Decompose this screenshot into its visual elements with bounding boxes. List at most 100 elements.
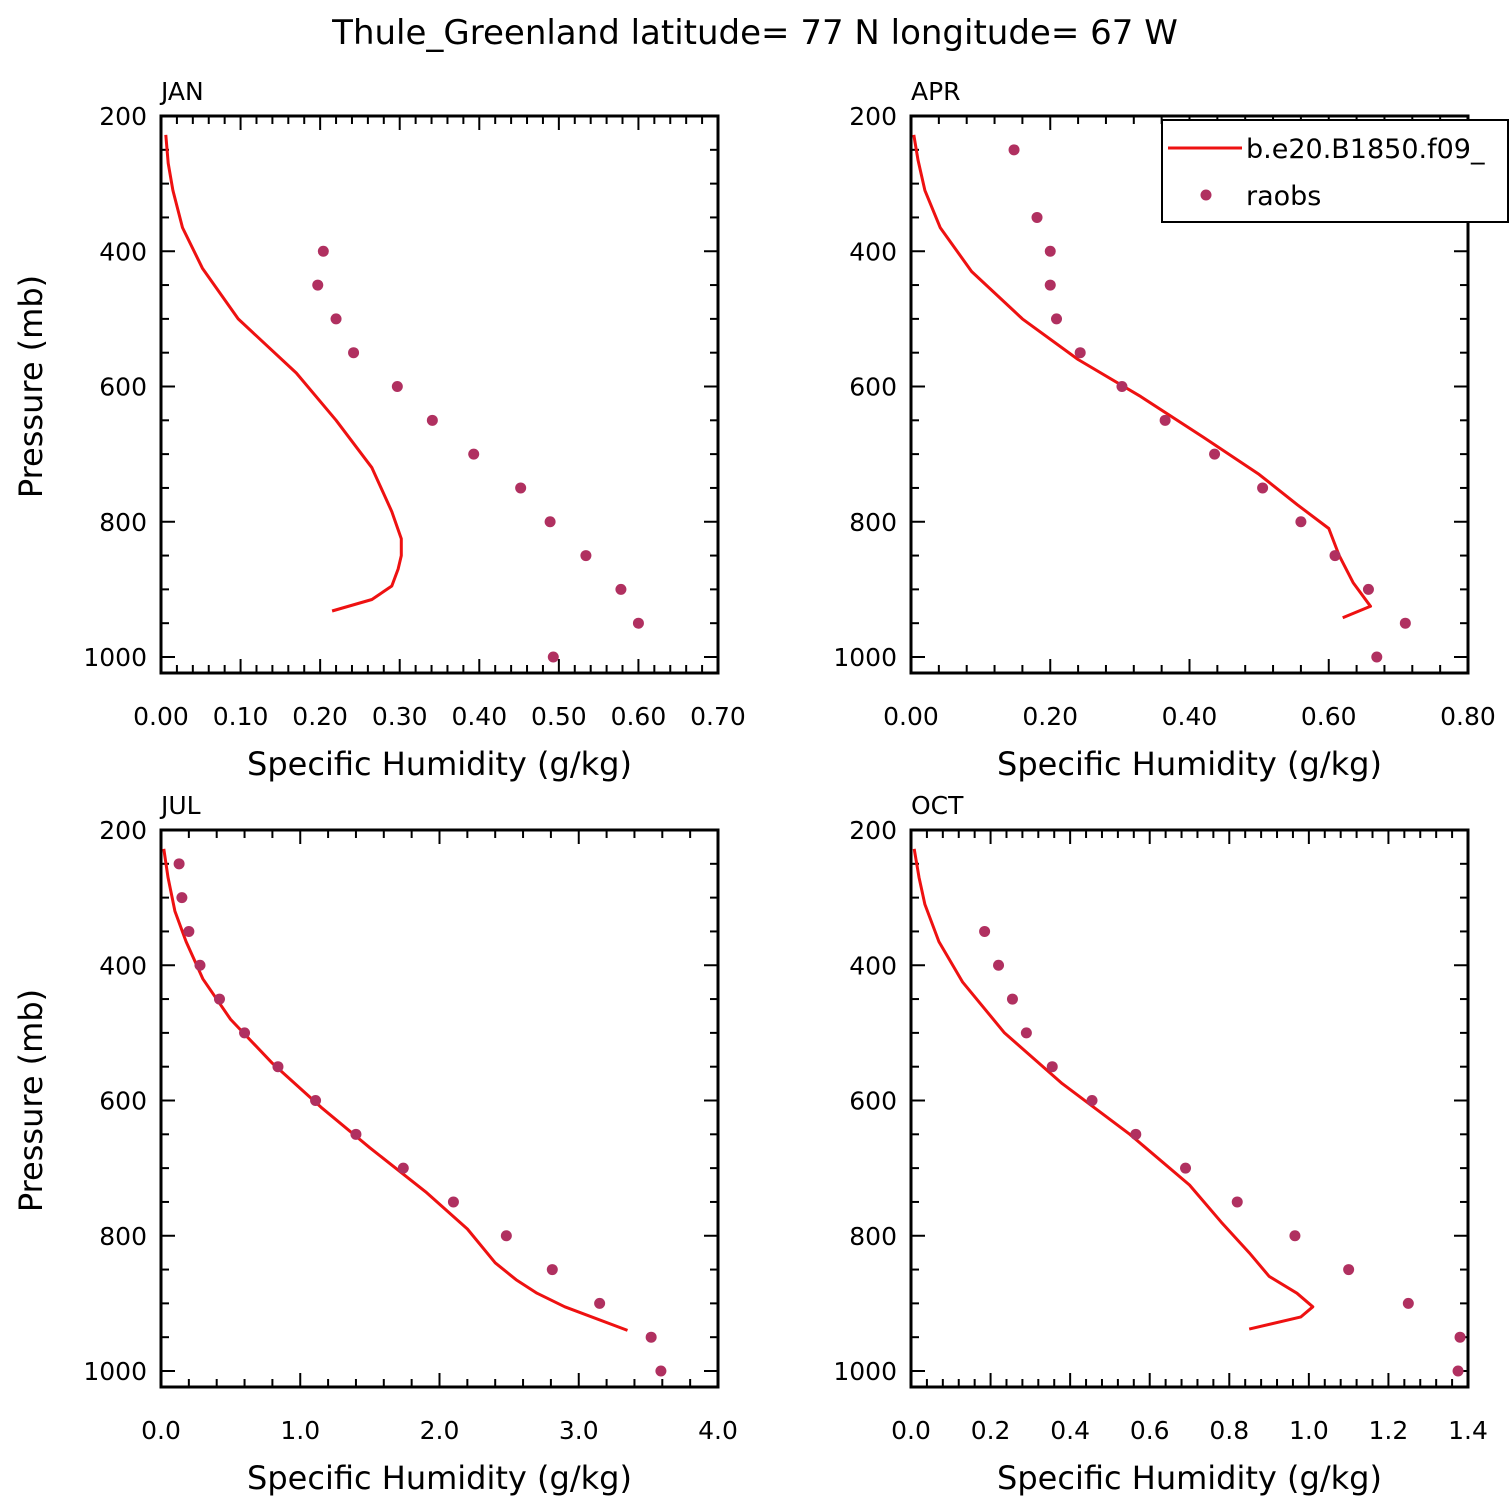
y-tick-label: 1000 (83, 643, 147, 672)
x-tick-label: 0.60 (611, 702, 667, 731)
raobs-point (317, 245, 329, 257)
raobs-point (397, 1162, 409, 1174)
x-tick-label: 0.0 (141, 1416, 181, 1445)
raobs-point (330, 313, 342, 325)
y-axis-label: Pressure (mb) (12, 989, 50, 1212)
raobs-point (239, 1027, 251, 1039)
y-tick-label: 1000 (833, 1357, 897, 1386)
raobs-point (1008, 144, 1020, 156)
raobs-point (350, 1128, 362, 1140)
x-axis-label: Specific Humidity (g/kg) (997, 745, 1382, 783)
y-tick-label: 600 (99, 1087, 147, 1116)
x-tick-label: 0.30 (372, 702, 428, 731)
raobs-point (993, 959, 1005, 971)
y-tick-label: 200 (849, 816, 897, 845)
x-tick-label: 0.70 (690, 702, 746, 731)
raobs-point (312, 279, 324, 291)
raobs-point (1231, 1196, 1243, 1208)
raobs-point (348, 347, 360, 359)
x-tick-label: 0.40 (451, 702, 507, 731)
y-tick-label: 400 (849, 237, 897, 266)
x-tick-label: 0.4 (1050, 1416, 1090, 1445)
panel-label: JAN (159, 77, 204, 106)
x-tick-label: 0.40 (1162, 702, 1218, 731)
x-tick-label: 0.20 (1022, 702, 1078, 731)
raobs-point (1452, 1365, 1464, 1377)
raobs-point (1044, 245, 1056, 257)
model-profile-line (162, 848, 629, 1332)
raobs-point (194, 959, 206, 971)
raobs-point (1454, 1331, 1466, 1343)
y-tick-label: 200 (849, 102, 897, 131)
raobs-point (1044, 279, 1056, 291)
raobs-point (1329, 550, 1341, 562)
raobs-point (580, 550, 592, 562)
legend: b.e20.B1850.f09_raobs (1161, 119, 1509, 223)
raobs-point (1209, 448, 1221, 460)
x-tick-label: 1.2 (1369, 1416, 1409, 1445)
x-tick-label: 0.60 (1301, 702, 1357, 731)
raobs-point (632, 617, 644, 629)
y-tick-label: 1000 (833, 643, 897, 672)
raobs-point (515, 482, 527, 494)
panel-label: OCT (911, 791, 964, 820)
raobs-point (272, 1061, 284, 1073)
raobs-point (615, 583, 627, 595)
panel-jul: 200 400 600 800 1000 0.0 1.0 2.0 3.0 4.0 Specific … (12, 791, 738, 1497)
x-axis-label: Specific Humidity (g/kg) (247, 745, 632, 783)
raobs-point (645, 1331, 657, 1343)
y-tick-label: 600 (849, 1087, 897, 1116)
raobs-point (173, 858, 185, 870)
y-tick-label: 400 (849, 951, 897, 980)
legend-model-label: b.e20.B1850.f09_ (1246, 134, 1485, 165)
legend-box (1161, 119, 1509, 223)
raobs-point (447, 1196, 459, 1208)
x-tick-label: 0.2 (971, 1416, 1011, 1445)
panel-jan: 200 400 600 800 1000 0.00 0.10 0.20 0.30 0.40 0.50… (12, 77, 746, 783)
panel-label: JUL (159, 791, 201, 820)
raobs-point (547, 651, 559, 663)
panel-label: APR (911, 77, 961, 106)
x-tick-label: 1.0 (1289, 1416, 1329, 1445)
x-tick-label: 3.0 (559, 1416, 599, 1445)
raobs-point (391, 381, 403, 392)
legend-raobs-swatch (1200, 189, 1212, 201)
raobs-point (1006, 993, 1018, 1005)
x-tick-label: 0.8 (1209, 1416, 1249, 1445)
raobs-point (1343, 1264, 1355, 1276)
x-tick-label: 0.10 (213, 702, 269, 731)
raobs-point (1130, 1128, 1142, 1140)
raobs-point (468, 448, 480, 460)
raobs-point (655, 1365, 667, 1377)
plot-frame (159, 828, 720, 1389)
raobs-point (594, 1297, 606, 1309)
raobs-point (1051, 313, 1063, 325)
raobs-point (1257, 482, 1269, 494)
x-tick-label: 0.00 (133, 702, 189, 731)
raobs-point (1399, 617, 1411, 629)
raobs-point (1020, 1027, 1032, 1039)
x-tick-label: 0.0 (891, 1416, 931, 1445)
panels: 200 400 600 800 1000 0.00 0.10 0.20 0.30 0.40 0.50… (12, 77, 1509, 1497)
raobs-point (1289, 1230, 1301, 1242)
raobs-point (1046, 1061, 1058, 1073)
y-tick-label: 1000 (83, 1357, 147, 1386)
model-profile-line (164, 134, 403, 613)
raobs-point (546, 1264, 558, 1276)
y-tick-label: 200 (99, 816, 147, 845)
y-tick-label: 800 (849, 1222, 897, 1251)
x-axis-label: Specific Humidity (g/kg) (247, 1459, 632, 1497)
raobs-point (426, 414, 438, 426)
x-tick-label: 0.6 (1130, 1416, 1170, 1445)
y-axis-label: Pressure (mb) (12, 275, 50, 498)
raobs-point (213, 993, 225, 1005)
raobs-point (979, 925, 991, 937)
raobs-point (1180, 1162, 1192, 1174)
panel-oct: 200 400 600 800 1000 0.0 0.2 0.4 0.6 0.8 1.0 1.2 1.4… (833, 791, 1488, 1497)
raobs-point (310, 1095, 322, 1106)
raobs-point (1402, 1297, 1414, 1309)
raobs-point (1074, 347, 1086, 359)
x-tick-label: 2.0 (420, 1416, 460, 1445)
x-tick-label: 0.00 (883, 702, 939, 731)
raobs-point (176, 892, 188, 904)
